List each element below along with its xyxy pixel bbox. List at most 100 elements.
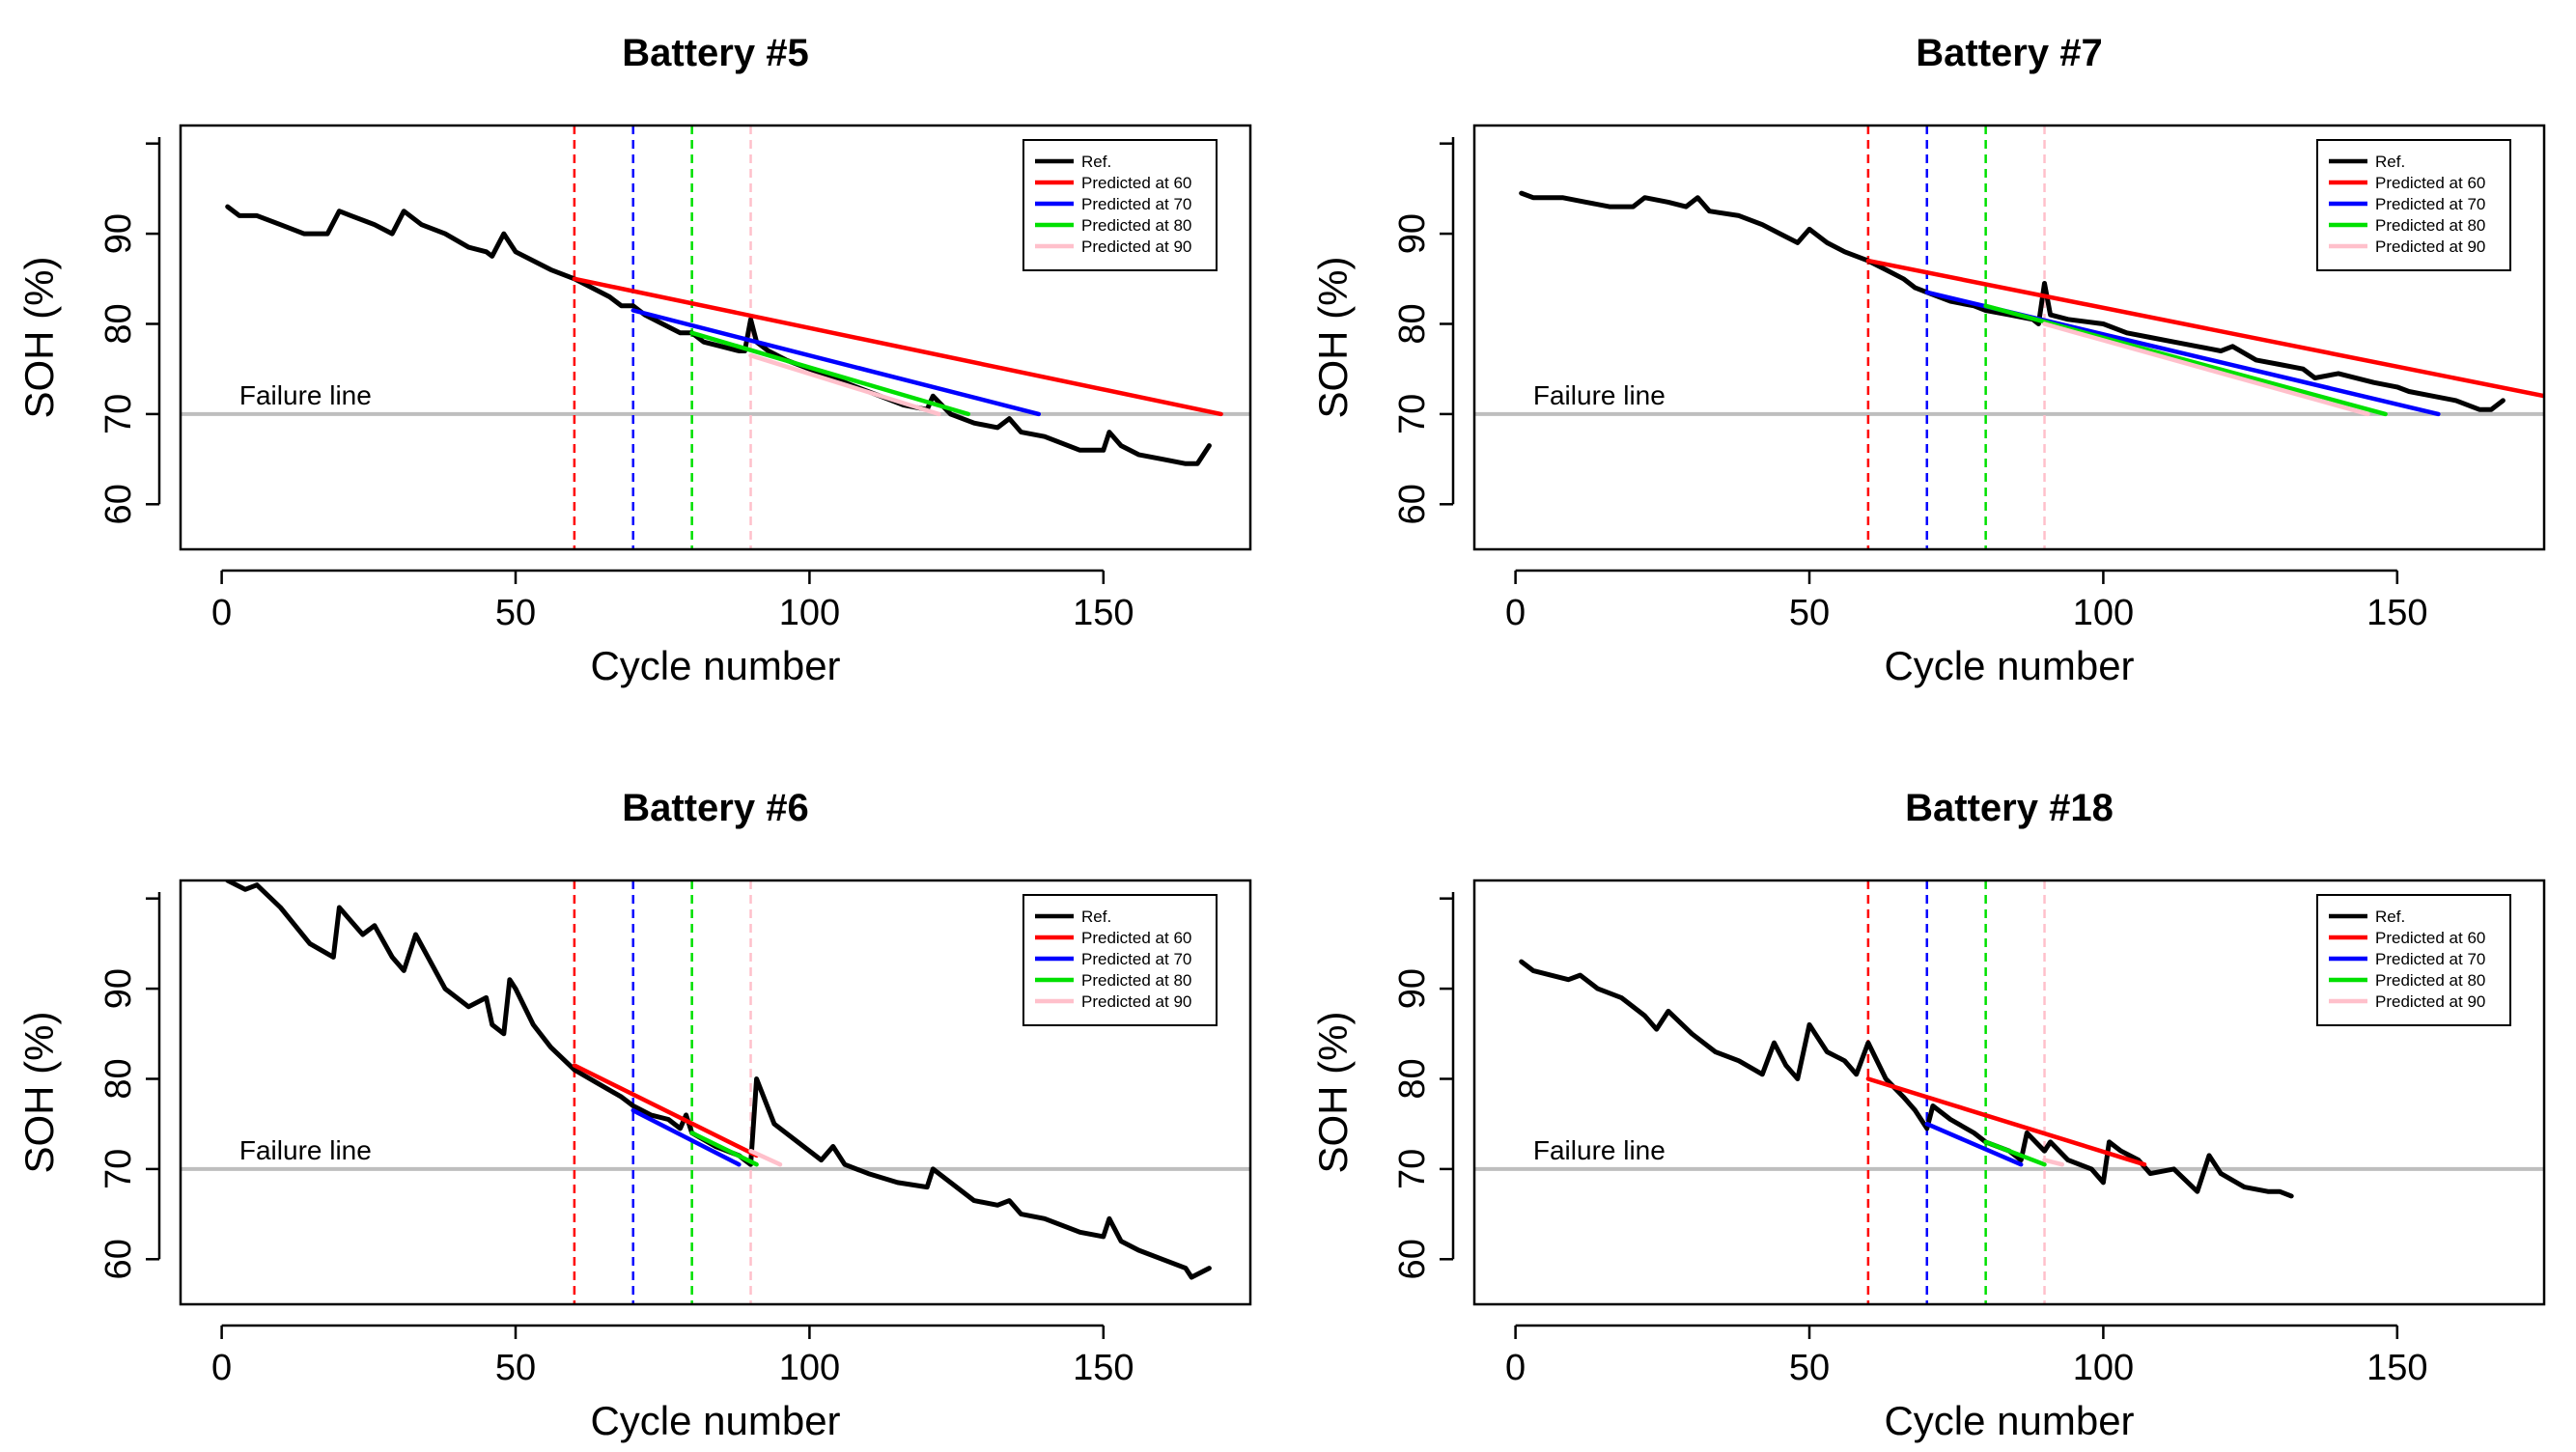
legend-entry: Predicted at 70 [1081,195,1191,213]
y-tick-label: 70 [1392,1149,1433,1189]
legend-entry: Ref. [2375,153,2405,171]
failure-line-label: Failure line [239,380,372,410]
x-axis: 0 50 100 150 [1505,569,2428,633]
series-line-ref [1519,190,2506,412]
y-tick-label: 80 [98,303,139,344]
plot-area [1474,126,2544,549]
y-axis: 60 70 80 90 [98,137,161,524]
plot-area [181,126,1250,549]
x-tick-label: 100 [2073,1348,2134,1388]
legend-entry: Predicted at 90 [2375,992,2485,1011]
y-tick-label: 70 [98,1149,139,1189]
failure-line-label: Failure line [239,1135,372,1165]
legend: Ref. Predicted at 60 Predicted at 70 Predic… [2316,894,2511,1026]
series-line-predicted-at-70 [630,1107,742,1167]
legend-entry: Predicted at 80 [2375,971,2485,990]
y-tick-label: 60 [1392,484,1433,524]
y-tick-label: 90 [1392,213,1433,254]
series-line-predicted-at-60 [572,276,1223,417]
series-line-predicted-at-80 [689,1131,759,1167]
legend-entry: Predicted at 80 [2375,216,2485,235]
x-axis-label: Cycle number [1884,643,2134,688]
chart-title: Battery #6 [622,787,808,829]
y-tick-label: 80 [98,1058,139,1099]
x-tick-label: 150 [1073,593,1134,633]
x-tick-label: 100 [2073,593,2134,633]
failure-line-label: Failure line [1533,380,1666,410]
series-line-predicted-at-90 [748,352,941,417]
legend-entry: Predicted at 70 [2375,195,2485,213]
legend-entry: Predicted at 60 [1081,929,1191,947]
x-tick-label: 100 [779,593,840,633]
legend: Ref. Predicted at 60 Predicted at 70 Predic… [2316,139,2511,271]
legend: Ref. Predicted at 60 Predicted at 70 Predic… [1022,139,1218,271]
legend-entry: Predicted at 60 [1081,174,1191,192]
x-tick-label: 0 [211,593,232,633]
plot-frame [179,879,1252,1306]
y-axis-label: SOH (%) [1310,1012,1356,1174]
x-axis-label: Cycle number [1884,1398,2134,1443]
legend-entry: Ref. [1081,153,1111,171]
legend-entry: Predicted at 90 [1081,992,1191,1011]
legend-entry: Predicted at 80 [1081,216,1191,235]
plot-frame [179,124,1252,551]
legend: Ref. Predicted at 60 Predicted at 70 Predic… [1022,894,1218,1026]
plot-frame [1472,124,2546,551]
legend-entry: Predicted at 70 [2375,950,2485,968]
x-tick-label: 150 [1073,1348,1134,1388]
y-axis-label: SOH (%) [1310,257,1356,419]
y-tick-label: 90 [1392,968,1433,1009]
x-axis-label: Cycle number [590,643,840,688]
plot-area [1474,880,2544,1304]
series-line-predicted-at-90 [2042,1158,2065,1167]
x-axis: 0 50 100 150 [211,569,1134,633]
y-tick-label: 70 [98,394,139,434]
chart-title: Battery #18 [1905,787,2114,829]
series-line-predicted-at-90 [748,1148,783,1167]
legend-entry: Predicted at 60 [2375,929,2485,947]
series-line-ref [1519,959,2294,1199]
y-axis: 60 70 80 90 [98,892,161,1279]
series-line-predicted-at-90 [2042,321,2370,417]
x-tick-label: 50 [1789,1348,1830,1388]
y-axis-label: SOH (%) [16,1012,62,1174]
plot-area [181,880,1250,1304]
failure-line-label: Failure line [1533,1135,1666,1165]
x-tick-label: 100 [779,1348,840,1388]
y-tick-label: 80 [1392,303,1433,344]
legend-entry: Predicted at 90 [1081,237,1191,256]
legend-entry: Ref. [1081,908,1111,926]
series-line-predicted-at-80 [1983,1139,2047,1167]
y-axis-label: SOH (%) [16,257,62,419]
x-axis: 0 50 100 150 [1505,1324,2428,1388]
y-tick-label: 70 [1392,394,1433,434]
x-tick-label: 150 [2366,593,2427,633]
x-tick-label: 0 [1505,1348,1526,1388]
legend-entry: Predicted at 60 [2375,174,2485,192]
y-tick-label: 90 [98,213,139,254]
series-line-predicted-at-70 [630,308,1042,417]
chart-panel-2: Failure line 0 50 100 150 Cycle number 60 70 80 9… [1310,32,2546,688]
series-line-predicted-at-60 [1865,1076,2147,1167]
y-tick-label: 90 [98,968,139,1009]
legend-entry: Predicted at 70 [1081,950,1191,968]
chart-panel-3: Failure line 0 50 100 150 Cycle number 60 70 80 9… [16,787,1252,1443]
y-tick-label: 60 [98,484,139,524]
x-axis: 0 50 100 150 [211,1324,1134,1388]
series-line-predicted-at-60 [572,1063,759,1159]
x-tick-label: 150 [2366,1348,2427,1388]
y-tick-label: 80 [1392,1058,1433,1099]
x-tick-label: 50 [495,593,536,633]
legend-entry: Ref. [2375,908,2405,926]
chart-panel-1: Failure line 0 50 100 150 Cycle number 60 70 80 9… [16,32,1252,688]
legend-entry: Predicted at 80 [1081,971,1191,990]
series-line-predicted-at-70 [1924,1121,2024,1167]
y-axis: 60 70 80 90 [1392,137,1455,524]
series-line-predicted-at-60 [1865,258,2544,399]
y-tick-label: 60 [98,1239,139,1279]
x-tick-label: 50 [1789,593,1830,633]
y-tick-label: 60 [1392,1239,1433,1279]
x-axis-label: Cycle number [590,1398,840,1443]
legend-entry: Predicted at 90 [2375,237,2485,256]
